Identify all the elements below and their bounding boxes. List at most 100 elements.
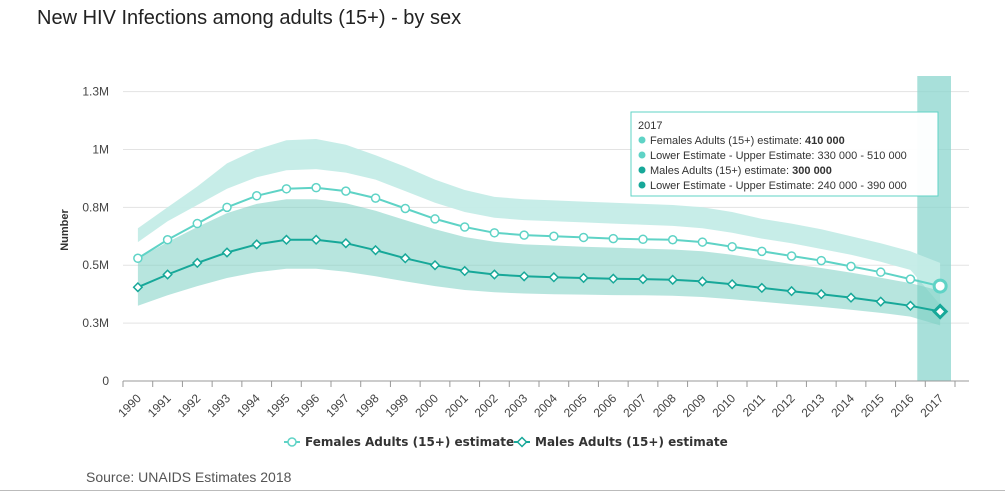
- female-point[interactable]: [816, 255, 827, 266]
- male-point[interactable]: [192, 257, 203, 269]
- tooltip-line: Lower Estimate - Upper Estimate: 330 000…: [650, 150, 907, 162]
- female-point[interactable]: [697, 237, 708, 247]
- tooltip-line: Males Adults (15+) estimate: 300 000: [650, 165, 832, 177]
- female-point[interactable]: [786, 251, 797, 261]
- legend-item-males[interactable]: Males Adults (15+) estimate: [514, 435, 728, 449]
- confidence-bands: [137, 139, 941, 326]
- tooltip-line-value: 410 000: [805, 135, 845, 147]
- tooltip-line: Females Adults (15+) estimate: 410 000: [650, 135, 845, 147]
- series-markers[interactable]: [132, 182, 949, 320]
- male-point[interactable]: [932, 303, 949, 320]
- y-tick-label: 0.5M: [82, 258, 109, 272]
- male-point[interactable]: [548, 272, 560, 283]
- x-tick-label: 2004: [531, 391, 560, 420]
- x-tick-label: 1994: [234, 391, 263, 420]
- x-tick-label: 2008: [650, 391, 679, 420]
- tooltip-dot: [638, 151, 646, 159]
- x-tick-label: 2013: [799, 391, 828, 420]
- x-tick-label: 2007: [620, 391, 649, 420]
- male-point[interactable]: [370, 244, 381, 256]
- tooltip: 2017 Females Adults (15+) estimate: 410 0…: [630, 111, 939, 197]
- female-point[interactable]: [222, 202, 232, 213]
- legend-marker-male: [516, 436, 528, 448]
- male-point[interactable]: [518, 271, 530, 282]
- x-tick-label: 2000: [412, 391, 441, 420]
- tooltip-line-label: Lower Estimate - Upper Estimate: 330 000…: [650, 150, 907, 162]
- male-point[interactable]: [132, 281, 144, 293]
- male-point[interactable]: [162, 269, 173, 280]
- male-point[interactable]: [905, 300, 916, 312]
- female-point[interactable]: [519, 230, 529, 240]
- male-point[interactable]: [697, 276, 708, 287]
- male-point[interactable]: [221, 247, 233, 258]
- x-tick-label: 1991: [145, 391, 174, 420]
- legend[interactable]: Females Adults (15+) estimate Males Adult…: [284, 435, 728, 449]
- x-tick-label: 1990: [115, 391, 144, 420]
- male-point[interactable]: [816, 288, 827, 300]
- female-point[interactable]: [133, 253, 143, 264]
- female-point[interactable]: [578, 232, 589, 243]
- y-axis-label: Number: [59, 209, 71, 251]
- female-point[interactable]: [905, 274, 916, 284]
- female-point[interactable]: [162, 235, 173, 245]
- male-point[interactable]: [429, 259, 441, 271]
- male-point[interactable]: [845, 292, 857, 303]
- female-point[interactable]: [251, 191, 262, 201]
- female-point[interactable]: [430, 214, 440, 224]
- y-tick-label: 0.8M: [82, 200, 109, 214]
- x-tick-label: 2002: [472, 391, 501, 420]
- female-point[interactable]: [549, 231, 559, 242]
- female-point[interactable]: [932, 278, 948, 294]
- male-point[interactable]: [726, 278, 738, 290]
- tooltip-dot: [638, 166, 646, 174]
- x-tick-label: 1995: [264, 391, 293, 420]
- male-point[interactable]: [340, 237, 352, 249]
- female-point[interactable]: [608, 233, 619, 244]
- female-point[interactable]: [459, 222, 470, 232]
- male-point[interactable]: [251, 239, 262, 250]
- male-point[interactable]: [756, 282, 768, 294]
- y-tick-label: 1.3M: [82, 85, 109, 99]
- x-tick-label: 2017: [917, 391, 946, 420]
- male-point[interactable]: [667, 274, 678, 286]
- male-point[interactable]: [637, 273, 649, 285]
- legend-item-females[interactable]: Females Adults (15+) estimate: [284, 435, 514, 449]
- male-point[interactable]: [400, 253, 411, 264]
- x-tick-label: 2016: [888, 391, 917, 420]
- female-point[interactable]: [875, 267, 886, 277]
- male-point[interactable]: [310, 234, 322, 246]
- female-series-line: [137, 186, 941, 288]
- female-point[interactable]: [757, 246, 767, 257]
- female-point[interactable]: [489, 228, 500, 238]
- legend-marker-female: [287, 437, 297, 447]
- female-point[interactable]: [667, 235, 678, 245]
- female-point[interactable]: [311, 182, 321, 193]
- male-point[interactable]: [489, 269, 500, 280]
- tooltip-line-label: Males Adults (15+) estimate:: [650, 165, 792, 177]
- tooltip-line: Lower Estimate - Upper Estimate: 240 000…: [650, 180, 907, 192]
- x-tick-label: 1996: [293, 391, 322, 420]
- source-note: Source: UNAIDS Estimates 2018: [86, 469, 292, 485]
- male-point[interactable]: [459, 265, 470, 277]
- female-point[interactable]: [370, 193, 381, 203]
- female-point[interactable]: [341, 186, 351, 196]
- female-point[interactable]: [727, 241, 737, 252]
- male-point[interactable]: [786, 285, 797, 297]
- x-tick-label: 2001: [442, 391, 471, 420]
- female-point[interactable]: [638, 234, 648, 245]
- female-point[interactable]: [846, 261, 856, 272]
- female-point[interactable]: [281, 184, 292, 194]
- female-point[interactable]: [400, 203, 411, 214]
- x-tick-label: 2010: [709, 391, 738, 420]
- legend-label-male: Males Adults (15+) estimate: [535, 435, 728, 449]
- x-tick-label: 2014: [828, 391, 857, 420]
- female-point[interactable]: [192, 218, 203, 229]
- tooltip-dot: [638, 181, 646, 189]
- tooltip-box: [630, 111, 939, 197]
- male-point[interactable]: [608, 273, 619, 284]
- x-tick-label: 2012: [769, 391, 798, 420]
- male-point[interactable]: [578, 272, 589, 284]
- male-point[interactable]: [281, 234, 292, 246]
- male-point[interactable]: [875, 296, 886, 307]
